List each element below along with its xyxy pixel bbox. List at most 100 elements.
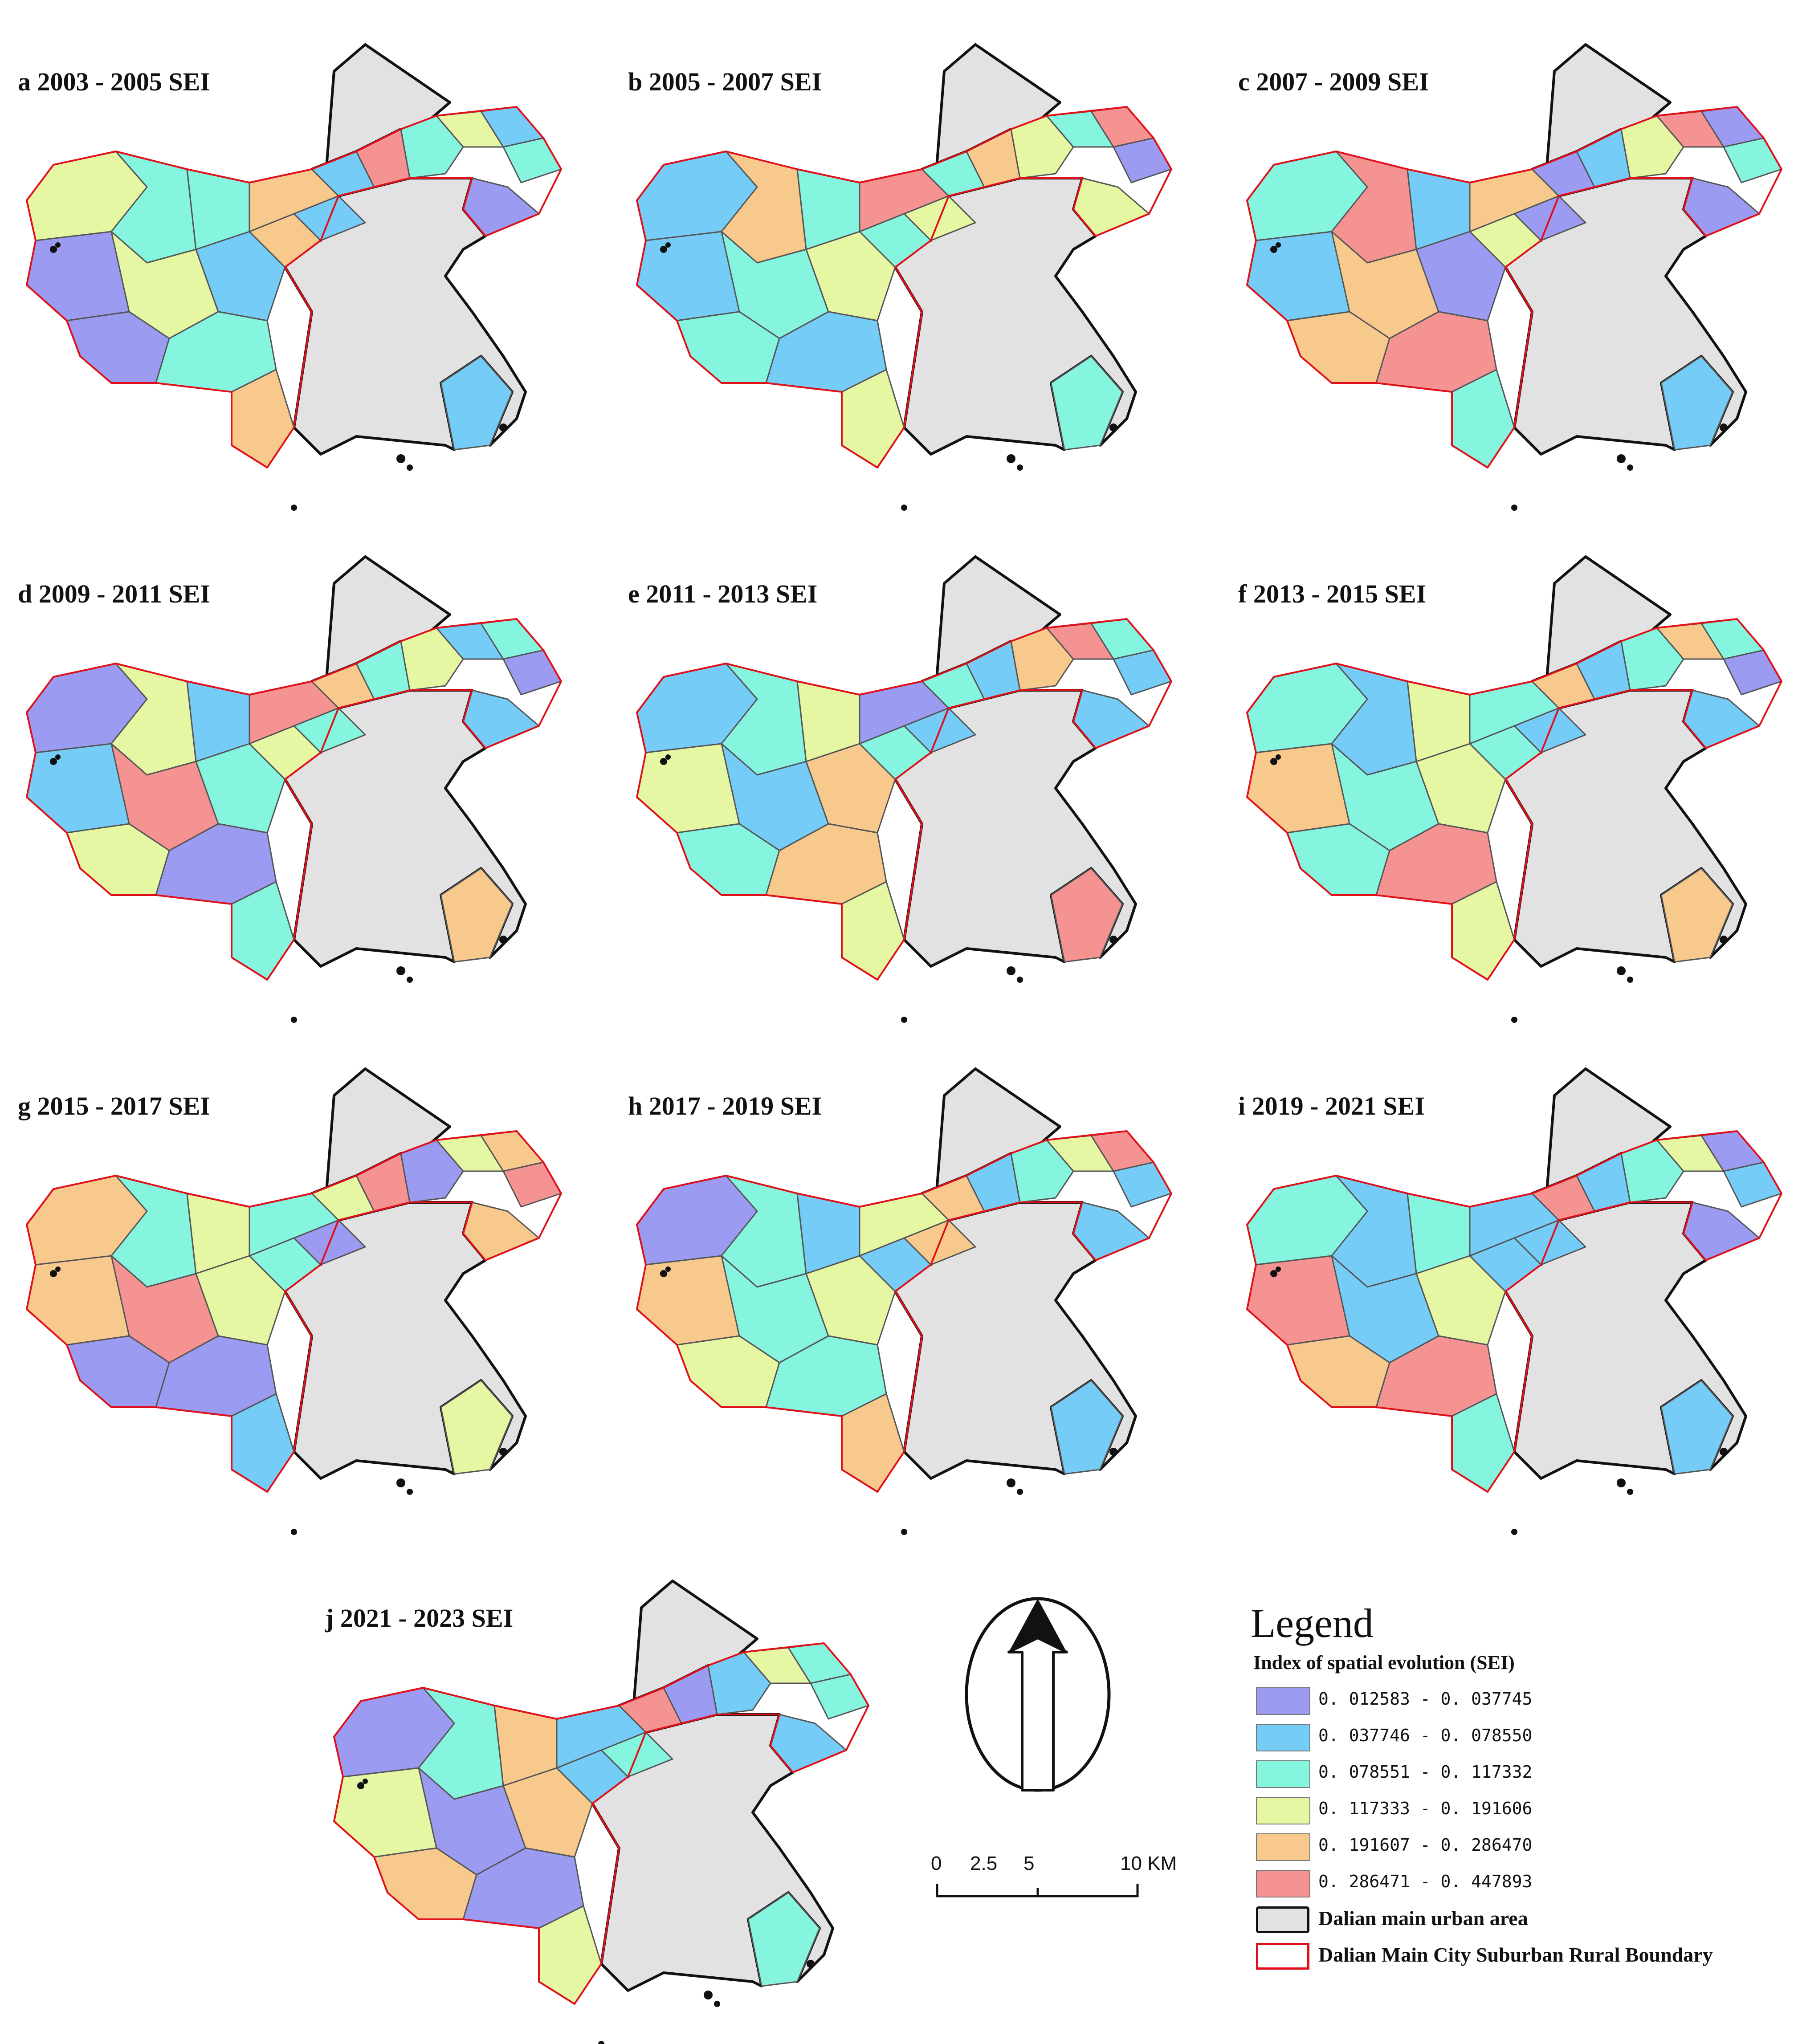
legend-class-row: 0. 191607 - 0. 286470 (1247, 1829, 1782, 1865)
islet (1511, 505, 1517, 511)
map-svg (26, 555, 562, 1023)
islet (1109, 1448, 1117, 1456)
district-polygon (440, 867, 513, 963)
map-panel-i: i 2019 - 2021 SEI (1220, 1024, 1794, 1535)
legend-title: Legend (1251, 1600, 1374, 1646)
islet (396, 966, 405, 975)
legend-swatch (1256, 1833, 1310, 1861)
legend-class-label: 0. 286471 - 0. 447893 (1318, 1872, 1533, 1891)
map-svg (636, 555, 1172, 1023)
islet (1270, 758, 1277, 765)
islet (291, 1529, 297, 1535)
islet (1017, 464, 1023, 471)
map-svg (1246, 43, 1782, 511)
islet (50, 246, 57, 253)
islet (665, 242, 671, 248)
district-polygon (1723, 1161, 1782, 1208)
north-arrow-svg (965, 1597, 1111, 1792)
panel-title: d 2009 - 2011 SEI (18, 579, 210, 608)
islet (807, 1960, 815, 1968)
arrow-head (1009, 1599, 1067, 1652)
rural-boundary (1246, 618, 1782, 981)
district-polygon (502, 649, 562, 696)
legend-swatch (1256, 1687, 1310, 1715)
islet (1109, 423, 1117, 432)
islet (1617, 1478, 1626, 1487)
islet (1109, 936, 1117, 944)
scale-tick-2-5: 2.5 (970, 1853, 998, 1874)
islet (1007, 1478, 1015, 1487)
islet (665, 1266, 671, 1272)
rural-boundary (636, 1130, 1172, 1493)
district-polygon (1723, 649, 1782, 696)
islet (1276, 1266, 1281, 1272)
panel-title: e 2011 - 2013 SEI (628, 579, 818, 608)
legend-class-row: 0. 286471 - 0. 447893 (1247, 1865, 1782, 1902)
legend-urban-label: Dalian main urban area (1318, 1907, 1528, 1930)
scale-bar: 0 2.5 5 10 KM (917, 1853, 1194, 1910)
islet (660, 246, 667, 253)
district-polygon (502, 137, 562, 183)
islet (363, 1779, 368, 1784)
rural-boundary (26, 618, 562, 981)
map-panel-j: j 2021 - 2023 SEI (307, 1536, 900, 2044)
legend-swatch (1256, 1797, 1310, 1824)
islet (291, 1017, 297, 1023)
district-polygon (502, 1161, 562, 1208)
legend-class-label: 0. 078551 - 0. 117332 (1318, 1762, 1533, 1782)
islet (901, 505, 907, 511)
legend-swatch (1256, 1760, 1310, 1788)
islet (1617, 454, 1626, 463)
islet (499, 1448, 507, 1456)
islet (1007, 454, 1015, 463)
legend-swatch (1256, 1870, 1310, 1897)
rural-boundary (26, 106, 562, 468)
legend-class-label: 0. 012583 - 0. 037745 (1318, 1689, 1533, 1709)
district-polygon (440, 355, 513, 451)
islet (1270, 246, 1277, 253)
legend-boundary-swatch (1256, 1943, 1309, 1970)
legend-boundary-label: Dalian Main City Suburban Rural Boundary (1318, 1943, 1713, 1966)
district-polygon (1050, 355, 1123, 451)
islet (407, 977, 413, 983)
legend-class-row: 0. 037746 - 0. 078550 (1247, 1719, 1782, 1756)
islet (499, 936, 507, 944)
islet (1720, 1448, 1728, 1456)
district-polygon (440, 1380, 513, 1475)
islet (1270, 1270, 1277, 1277)
islet (396, 1478, 405, 1487)
scale-bar-line (936, 1884, 1139, 1897)
islet (1720, 936, 1728, 944)
islet (665, 754, 671, 760)
islet (499, 423, 507, 432)
islet (357, 1782, 364, 1789)
map-svg (1246, 1067, 1782, 1535)
panel-title: c 2007 - 2009 SEI (1238, 67, 1429, 96)
panel-title: h 2017 - 2019 SEI (628, 1091, 822, 1120)
map-svg (26, 1067, 562, 1535)
rural-boundary (26, 1130, 562, 1493)
map-panel-h: h 2017 - 2019 SEI (610, 1024, 1203, 1535)
district-polygon (1113, 649, 1172, 696)
islet (1627, 464, 1633, 471)
islet (901, 1017, 907, 1023)
islet (55, 754, 61, 760)
rural-boundary (333, 1642, 869, 2005)
legend-urban-swatch (1256, 1906, 1309, 1933)
islet (714, 2001, 720, 2007)
rural-boundary (1246, 106, 1782, 468)
map-svg (26, 43, 562, 511)
islet (1007, 966, 1015, 975)
district-polygon (1660, 355, 1733, 451)
district-polygon (1660, 1380, 1733, 1475)
district-polygon (1723, 137, 1782, 183)
rural-boundary (636, 618, 1172, 981)
islet (1017, 1489, 1023, 1495)
legend-class-row: 0. 117333 - 0. 191606 (1247, 1792, 1782, 1829)
panel-title: i 2019 - 2021 SEI (1238, 1091, 1425, 1120)
islet (1511, 1017, 1517, 1023)
map-panel-d: d 2009 - 2011 SEI (0, 512, 592, 1023)
north-arrow-icon (962, 1585, 1113, 1817)
islet (1276, 242, 1281, 248)
islet (901, 1529, 907, 1535)
